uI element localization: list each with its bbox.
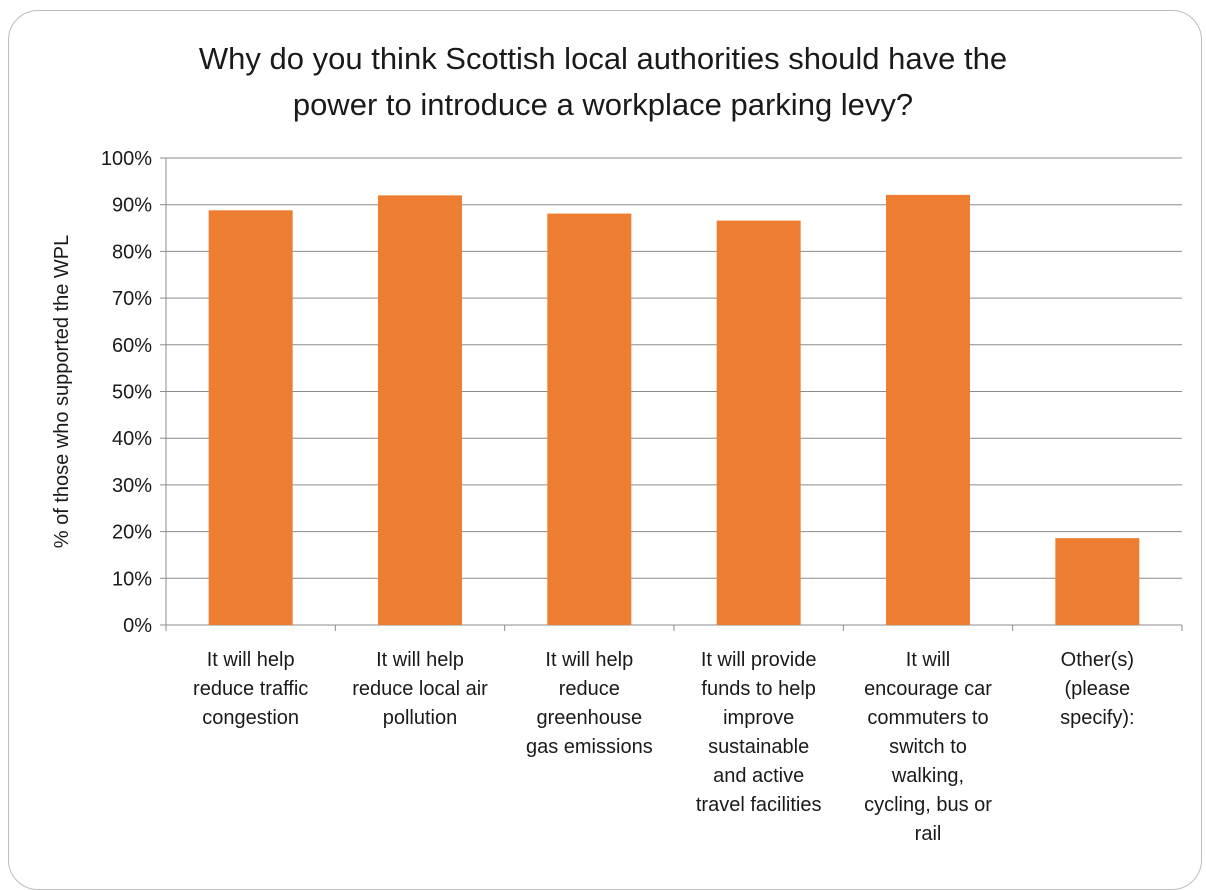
y-axis-label: % of those who supported the WPL [51, 235, 73, 549]
x-category-label: reduce [559, 678, 620, 700]
x-category-label: pollution [383, 707, 458, 729]
bar [208, 210, 293, 625]
x-category-label: cycling, bus or [864, 794, 992, 816]
x-category-label: congestion [202, 707, 299, 729]
x-category-label: funds to help [701, 678, 816, 700]
x-category-label: gas emissions [526, 736, 653, 758]
x-category-label: (please [1065, 678, 1131, 700]
x-category-label: Other(s) [1061, 649, 1134, 671]
y-tick-label: 50% [112, 382, 152, 404]
y-tick-label: 90% [112, 195, 152, 217]
bar [716, 220, 801, 625]
bar [378, 195, 462, 626]
x-category-label: travel facilities [696, 794, 822, 816]
x-category-label: and active [713, 765, 804, 787]
chart-title-line-1: Why do you think Scottish local authorit… [198, 41, 1008, 76]
x-category-label: greenhouse [537, 707, 643, 729]
y-tick-label: 20% [112, 522, 152, 544]
x-category-label: It will help [207, 649, 295, 671]
x-category-label: commuters to [867, 707, 988, 729]
bar [547, 213, 632, 625]
x-category-label: It will help [545, 649, 633, 671]
y-tick-label: 60% [112, 335, 152, 357]
bar [886, 194, 970, 625]
y-tick-label: 70% [112, 288, 152, 310]
x-category-label: It will [906, 649, 950, 671]
y-tick-label: 30% [112, 475, 152, 497]
x-category-label: sustainable [708, 736, 809, 758]
x-category-label: specify): [1060, 707, 1134, 729]
y-tick-label: 40% [112, 428, 152, 450]
y-tick-label: 80% [112, 241, 152, 263]
x-category-label: rail [915, 823, 942, 845]
x-category-label: It will provide [701, 649, 817, 671]
x-category-label: encourage car [864, 678, 992, 700]
y-tick-label: 0% [123, 615, 152, 637]
y-tick-label: 10% [112, 568, 152, 590]
y-tick-label: 100% [101, 148, 152, 170]
x-category-label: reduce traffic [193, 678, 308, 700]
x-category-label: walking, [891, 765, 964, 787]
x-category-label: reduce local air [352, 678, 488, 700]
x-category-label: switch to [889, 736, 967, 758]
x-category-label: It will help [376, 649, 464, 671]
chart-title-line-2: power to introduce a workplace parking l… [292, 87, 914, 122]
x-category-label: improve [723, 707, 794, 729]
chart-title: Why do you think Scottish local authorit… [0, 36, 1206, 128]
bar [1055, 538, 1140, 625]
